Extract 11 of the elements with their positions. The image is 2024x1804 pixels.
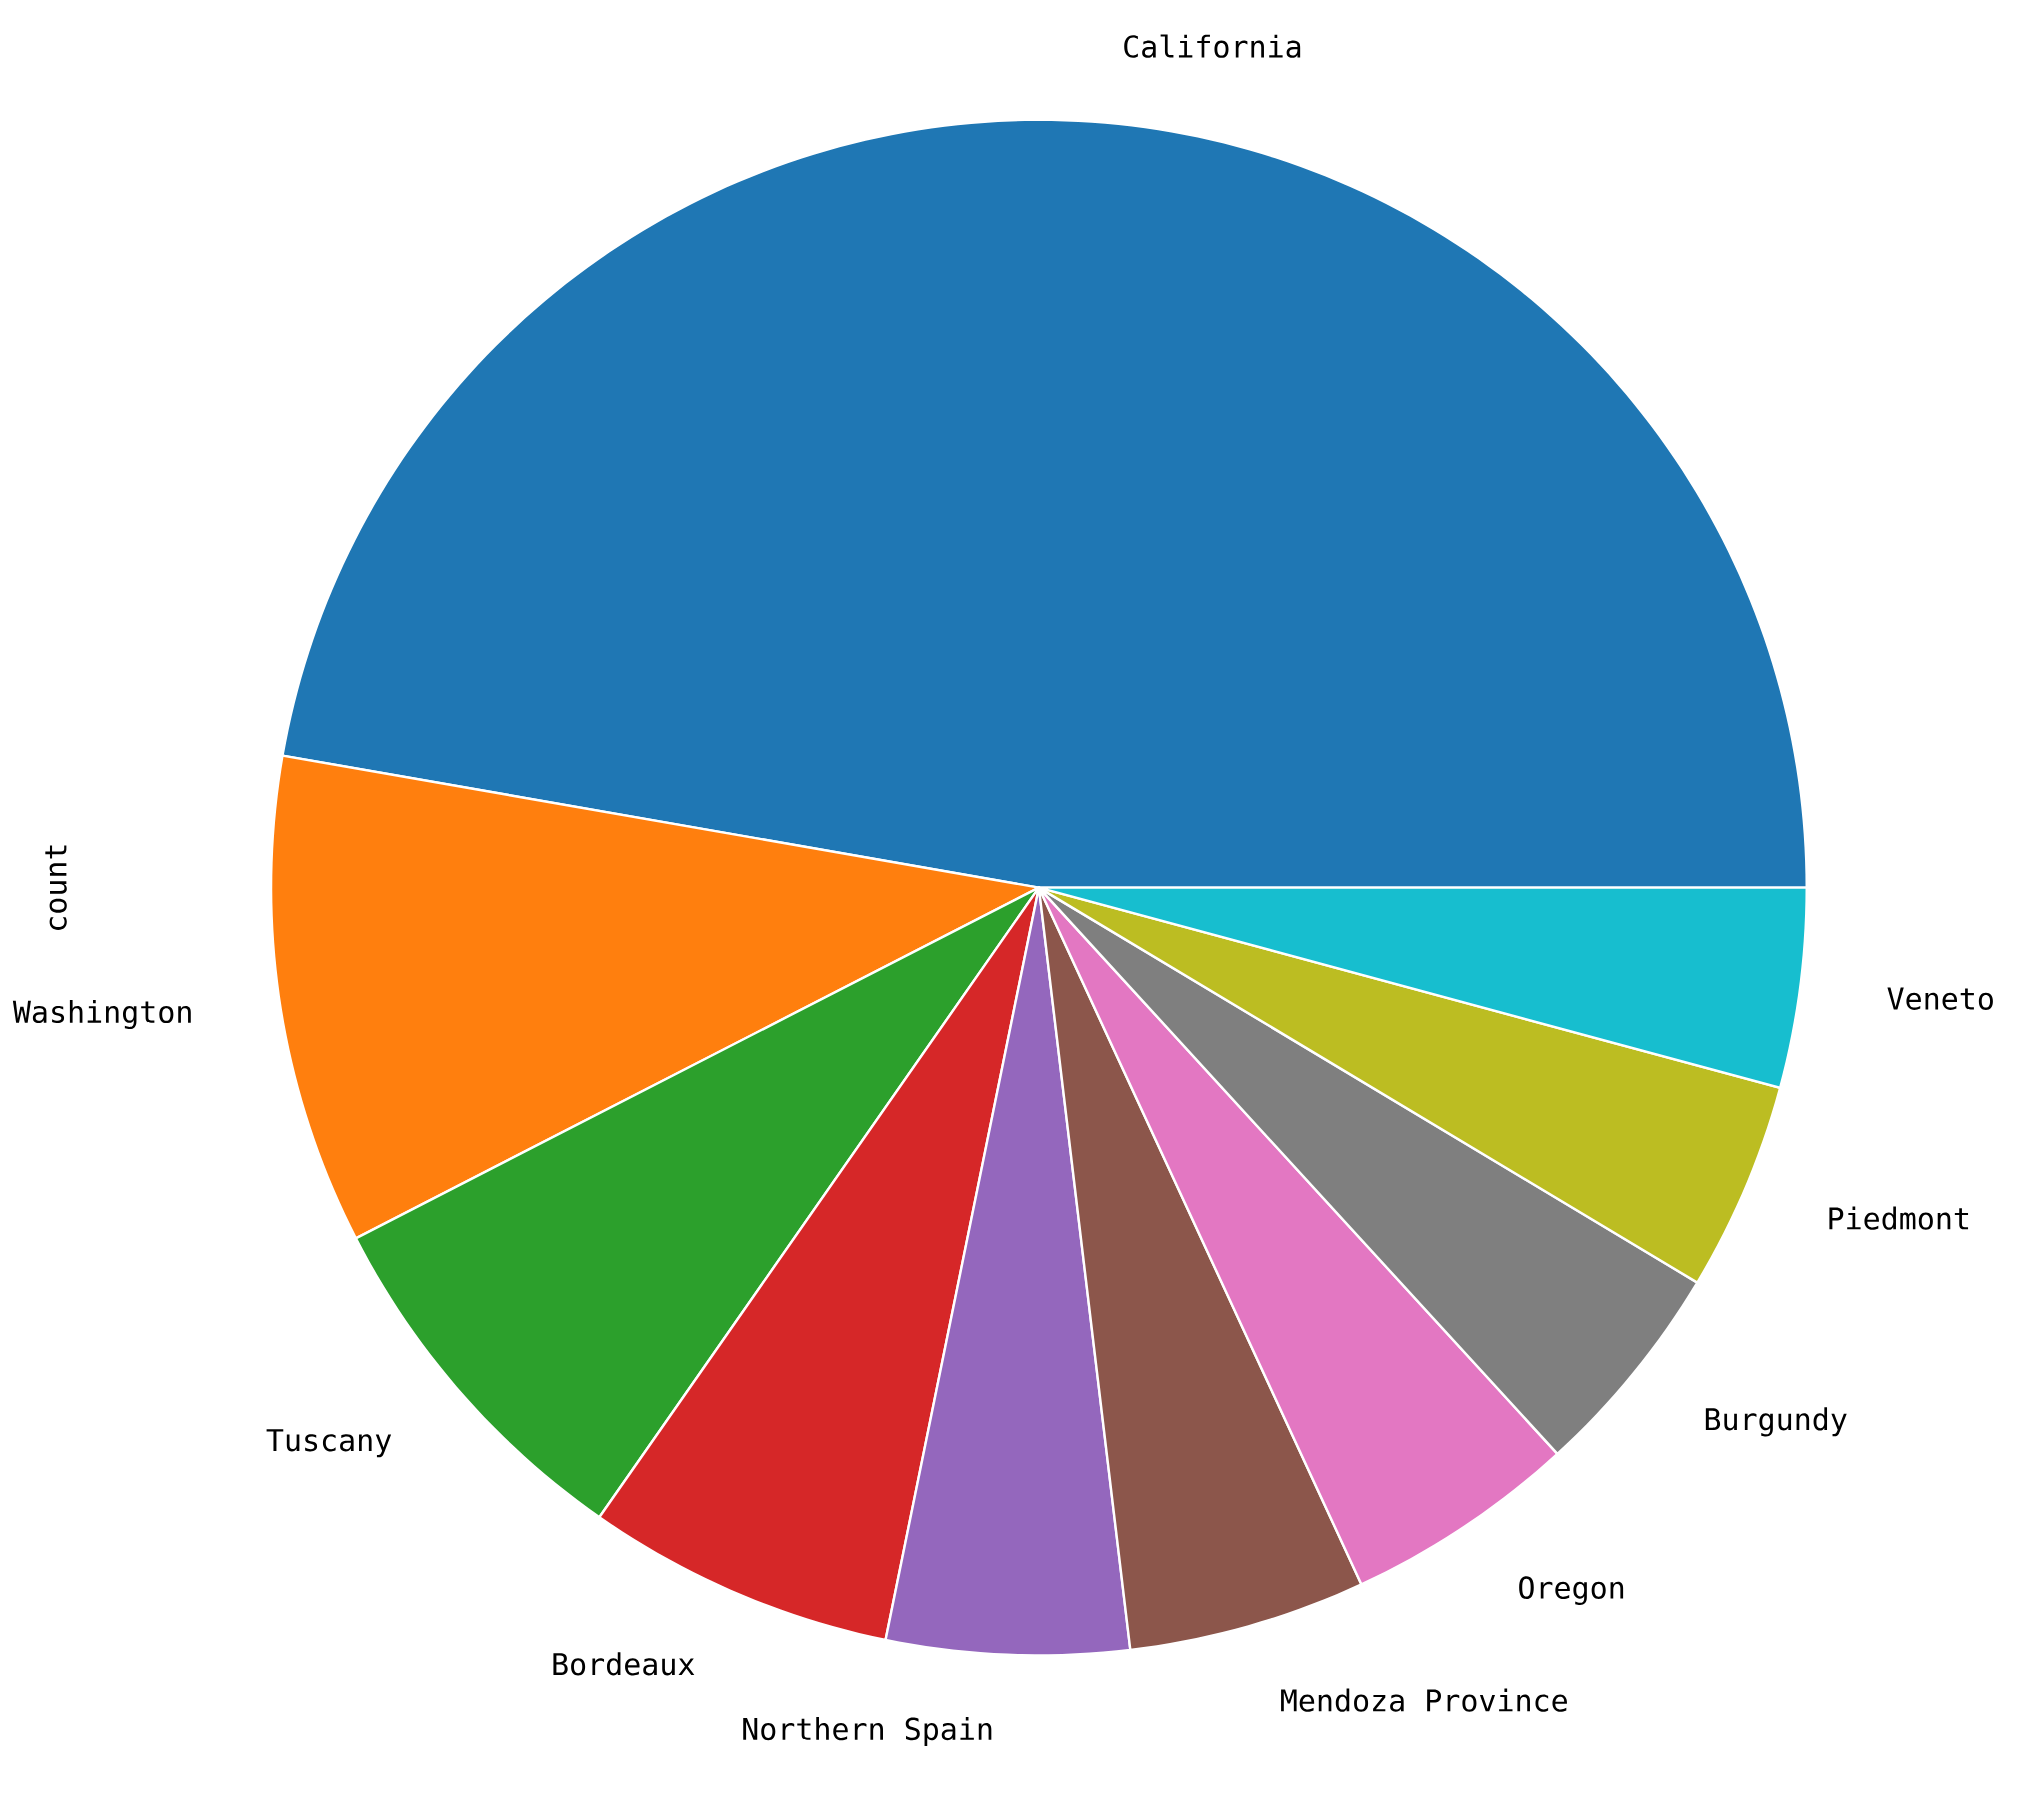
slice-label: Mendoza Province: [1281, 1688, 1567, 1712]
slice-label: Tuscany: [266, 1429, 392, 1458]
slice-label: Bordeaux: [553, 1652, 695, 1676]
slice-label: Veneto: [1887, 987, 1993, 1011]
slice-label: Northern Spain: [743, 1717, 992, 1747]
slice-label: California: [1124, 34, 1301, 59]
slice-label: Piedmont: [1829, 1206, 1969, 1230]
slice-label: Oregon: [1519, 1576, 1624, 1606]
text: count: [45, 845, 67, 931]
slice-label: Washington: [12, 1000, 191, 1030]
slice-label: Burgundy: [1705, 1407, 1847, 1437]
